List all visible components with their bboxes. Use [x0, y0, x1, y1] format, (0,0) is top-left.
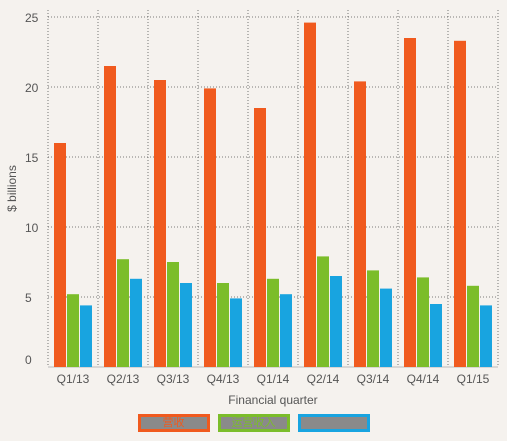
- bar-net-income[interactable]: [280, 294, 292, 367]
- bar-operating-income[interactable]: [467, 285, 479, 367]
- bar-revenue[interactable]: [154, 80, 166, 367]
- legend-item-operating-income[interactable]: 运营收入: [217, 414, 290, 432]
- legend-item-net-income[interactable]: [297, 414, 370, 432]
- x-tick-label: Q1/13: [57, 372, 90, 386]
- x-tick-label: Q3/14: [357, 372, 390, 386]
- bar-net-income[interactable]: [480, 305, 492, 367]
- y-tick-label: 10: [25, 221, 39, 235]
- x-axis-title: Financial quarter: [228, 393, 317, 407]
- bar-net-income[interactable]: [330, 276, 342, 367]
- bar-revenue[interactable]: [454, 40, 466, 368]
- y-tick-label: 20: [25, 81, 39, 95]
- bar-revenue[interactable]: [254, 108, 266, 367]
- bar-net-income[interactable]: [180, 283, 192, 367]
- y-tick-label: 5: [25, 291, 32, 305]
- bar-revenue[interactable]: [104, 66, 116, 367]
- bars: [54, 22, 492, 368]
- x-tick-label: Q3/13: [157, 372, 190, 386]
- legend: 营收 运营收入: [0, 414, 507, 432]
- legend-label-operating-income: 运营收入: [231, 416, 276, 429]
- bar-revenue[interactable]: [354, 81, 366, 368]
- legend-label-revenue: 营收: [162, 416, 185, 429]
- bar-operating-income[interactable]: [217, 283, 229, 367]
- x-tick-label: Q2/13: [107, 372, 140, 386]
- bar-net-income[interactable]: [430, 304, 442, 367]
- bar-revenue[interactable]: [204, 88, 216, 368]
- x-tick-label: Q4/13: [207, 372, 240, 386]
- y-axis-title: $ billions: [5, 165, 19, 212]
- bar-net-income[interactable]: [130, 278, 142, 367]
- legend-item-revenue[interactable]: 营收: [137, 414, 210, 432]
- y-tick-label: 15: [25, 151, 39, 165]
- x-tick-label: Q1/14: [257, 372, 290, 386]
- bar-revenue[interactable]: [54, 143, 66, 367]
- x-tick-label: Q2/14: [307, 372, 340, 386]
- bar-operating-income[interactable]: [117, 259, 129, 367]
- y-tick-label: 25: [25, 11, 39, 25]
- bar-operating-income[interactable]: [67, 294, 79, 367]
- bar-net-income[interactable]: [380, 288, 392, 367]
- bar-operating-income[interactable]: [367, 270, 379, 367]
- x-tick-label: Q4/14: [407, 372, 440, 386]
- bar-net-income[interactable]: [80, 305, 92, 367]
- bar-net-income[interactable]: [230, 298, 242, 367]
- tick-labels: 0 5 10 15 20 25 Q1/13 Q2/13 Q3/13 Q4/13 Q1/14 Q2/14…: [25, 11, 490, 386]
- bar-operating-income[interactable]: [317, 256, 329, 367]
- bar-revenue[interactable]: [404, 38, 416, 367]
- y-tick-label: 0: [25, 353, 32, 367]
- x-tick-label: Q1/15: [457, 372, 490, 386]
- bar-operating-income[interactable]: [267, 278, 279, 367]
- bar-operating-income[interactable]: [167, 262, 179, 367]
- bar-operating-income[interactable]: [417, 277, 429, 367]
- bar-revenue[interactable]: [304, 22, 316, 367]
